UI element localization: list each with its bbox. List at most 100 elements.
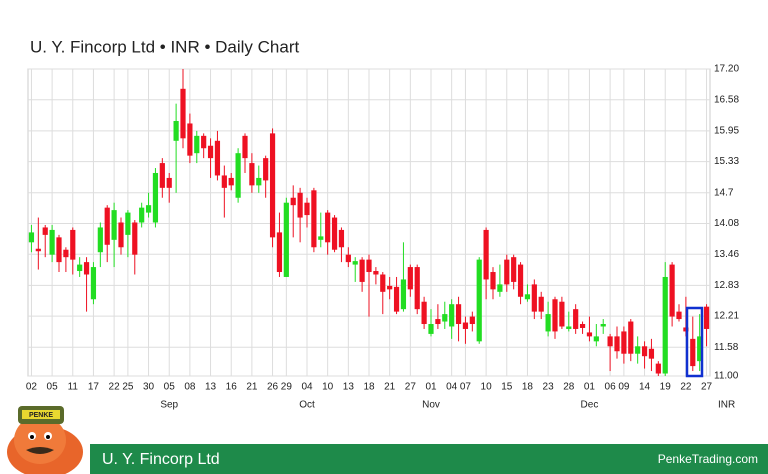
x-tick-label: 07 bbox=[460, 382, 472, 393]
candle-body bbox=[366, 259, 372, 273]
x-tick-label: 23 bbox=[543, 382, 555, 393]
candle-body bbox=[593, 336, 599, 342]
candle-body bbox=[676, 311, 682, 320]
candle-body bbox=[132, 222, 138, 255]
candle-body bbox=[318, 236, 324, 240]
footer-name: U. Y. Fincorp Ltd bbox=[102, 451, 220, 468]
x-tick-label: 04 bbox=[446, 382, 458, 393]
candle-body bbox=[180, 88, 186, 139]
candle-body bbox=[194, 135, 200, 154]
x-tick-label: 14 bbox=[639, 382, 651, 393]
candle-body bbox=[414, 267, 420, 310]
candle-body bbox=[421, 301, 427, 325]
candle-body bbox=[703, 306, 710, 329]
candle-body bbox=[586, 332, 593, 337]
x-tick-label: 21 bbox=[246, 382, 258, 393]
x-tick-label: 27 bbox=[405, 382, 417, 393]
candle-body bbox=[139, 207, 145, 223]
highlight-box bbox=[685, 306, 704, 378]
candle-body bbox=[187, 123, 193, 156]
candle-body bbox=[304, 202, 310, 216]
candle-body bbox=[242, 135, 248, 159]
month-label: Sep bbox=[160, 400, 178, 411]
candle-body bbox=[35, 248, 41, 252]
x-tick-label: 10 bbox=[322, 382, 334, 393]
candle-body bbox=[655, 363, 661, 374]
candle-body bbox=[490, 272, 496, 290]
candle-body bbox=[77, 264, 83, 272]
candle-body bbox=[269, 133, 276, 238]
candle-body bbox=[290, 197, 296, 206]
x-tick-label: 05 bbox=[164, 382, 176, 393]
x-tick-label: 11 bbox=[68, 382, 79, 393]
x-tick-label: 22 bbox=[680, 382, 692, 393]
candle-body bbox=[104, 207, 110, 245]
candle-body bbox=[118, 222, 124, 248]
candle-body bbox=[552, 299, 558, 332]
x-tick-label: 17 bbox=[88, 382, 100, 393]
y-tick-label: 12.83 bbox=[714, 280, 739, 291]
x-tick-label: 13 bbox=[205, 382, 217, 393]
candle-body bbox=[90, 267, 97, 300]
candle-body bbox=[387, 285, 393, 290]
candle-body bbox=[249, 163, 255, 186]
candle-body bbox=[400, 279, 407, 310]
candle-body bbox=[393, 286, 400, 312]
candle-body bbox=[648, 348, 655, 359]
candle-body bbox=[235, 153, 241, 198]
x-tick-label: 04 bbox=[301, 382, 313, 393]
candle-body bbox=[428, 324, 434, 334]
candle-body bbox=[338, 229, 345, 248]
candle-body bbox=[579, 324, 586, 328]
y-tick-label: 12.21 bbox=[714, 311, 739, 322]
candle-body bbox=[545, 314, 551, 332]
x-tick-label: 02 bbox=[26, 382, 38, 393]
candle-body bbox=[359, 259, 365, 282]
y-axis-label: INR bbox=[718, 400, 735, 411]
candle-body bbox=[111, 210, 117, 240]
x-tick-label: 30 bbox=[143, 382, 155, 393]
x-tick-label: 22 bbox=[109, 382, 121, 393]
x-tick-label: 18 bbox=[522, 382, 534, 393]
candle-body bbox=[42, 227, 48, 235]
candle-body bbox=[511, 257, 517, 282]
candle-body bbox=[517, 264, 524, 297]
candle-body bbox=[373, 271, 379, 275]
candle-body bbox=[628, 321, 634, 354]
x-tick-label: 27 bbox=[701, 382, 713, 393]
candle-body bbox=[263, 158, 269, 181]
candle-body bbox=[469, 316, 475, 325]
candle-body bbox=[63, 249, 69, 258]
x-tick-label: 21 bbox=[384, 382, 396, 393]
x-tick-label: 19 bbox=[660, 382, 672, 393]
candle-body bbox=[442, 314, 448, 322]
candle-body bbox=[152, 172, 159, 223]
candle-body bbox=[566, 326, 572, 329]
x-tick-label: 13 bbox=[343, 382, 355, 393]
candle-body bbox=[159, 163, 165, 188]
logo-text: PENKE bbox=[29, 412, 53, 419]
candle-body bbox=[669, 264, 675, 317]
x-tick-label: 08 bbox=[184, 382, 196, 393]
candle-body bbox=[621, 331, 627, 354]
y-tick-label: 15.95 bbox=[714, 126, 739, 137]
y-tick-label: 17.20 bbox=[714, 64, 739, 75]
month-label: Dec bbox=[581, 400, 599, 411]
month-label: Oct bbox=[299, 400, 315, 411]
candle-body bbox=[497, 284, 503, 292]
mascot: PENKE bbox=[7, 406, 83, 474]
candle-body bbox=[221, 175, 227, 188]
candle-body bbox=[380, 274, 386, 292]
candle-body bbox=[207, 145, 214, 159]
candle-body bbox=[283, 202, 289, 277]
x-tick-label: 25 bbox=[122, 382, 134, 393]
candle-body bbox=[56, 237, 62, 263]
y-tick-label: 14.7 bbox=[714, 187, 734, 198]
month-label: Nov bbox=[422, 400, 440, 411]
candle-body bbox=[407, 267, 413, 290]
footer-bar bbox=[90, 444, 768, 474]
x-tick-label: 18 bbox=[363, 382, 375, 393]
candle-body bbox=[607, 336, 613, 347]
candle-body bbox=[97, 227, 103, 253]
